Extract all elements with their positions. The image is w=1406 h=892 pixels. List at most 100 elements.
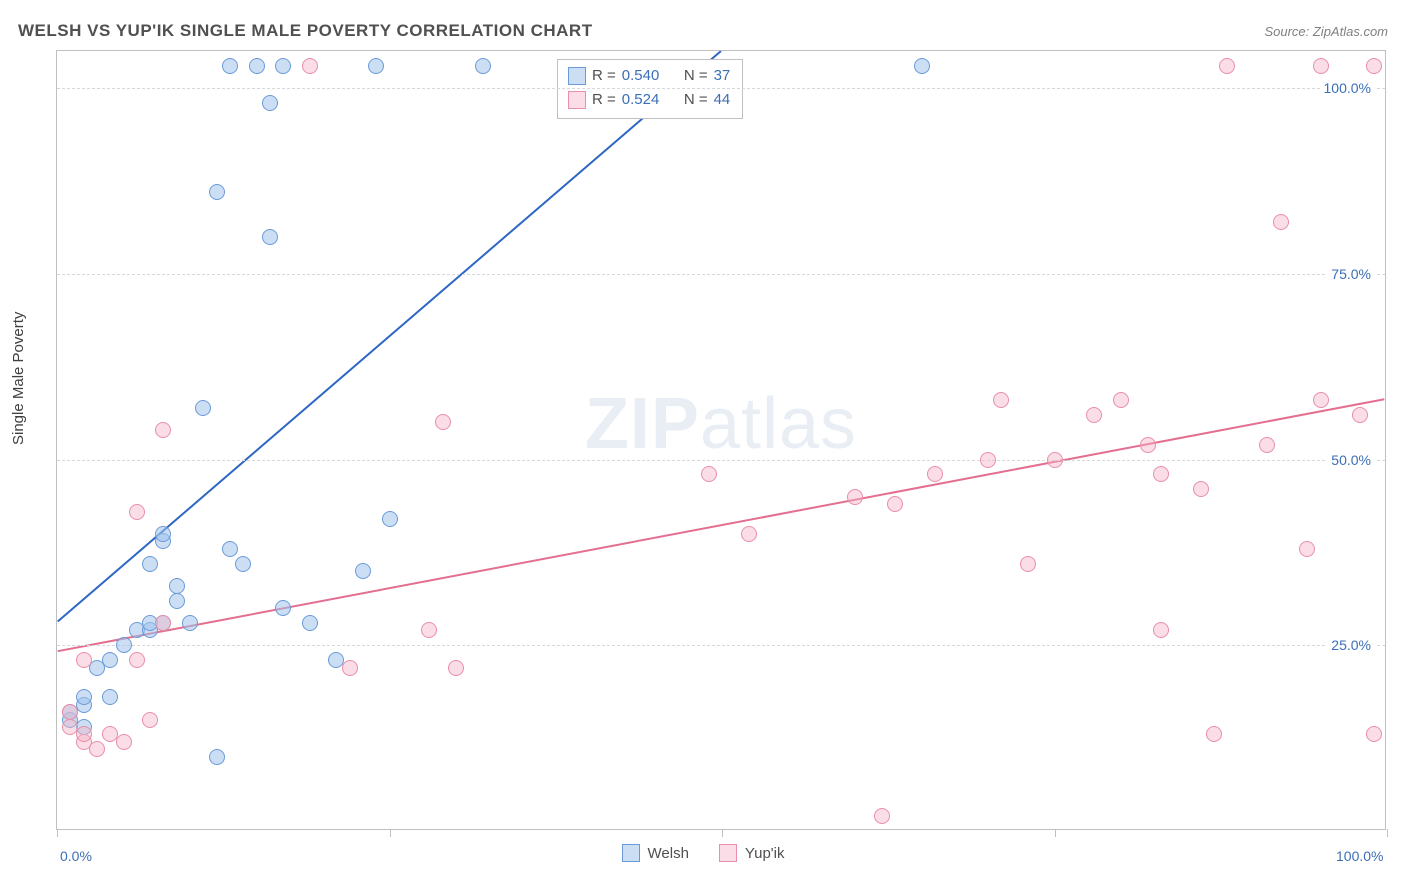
x-tick <box>1387 829 1388 837</box>
scatter-point <box>222 541 238 557</box>
scatter-point <box>302 615 318 631</box>
scatter-point <box>102 652 118 668</box>
scatter-point <box>275 58 291 74</box>
x-tick-label: 0.0% <box>60 848 92 864</box>
gridline <box>57 460 1385 461</box>
scatter-point <box>741 526 757 542</box>
scatter-point <box>887 496 903 512</box>
trend-line <box>58 399 1385 651</box>
legend-n-value: 37 <box>714 64 731 88</box>
scatter-point <box>993 392 1009 408</box>
legend-series-item: Yup'ik <box>719 844 785 862</box>
scatter-point <box>1153 466 1169 482</box>
scatter-point <box>142 556 158 572</box>
y-tick-label: 25.0% <box>1327 637 1375 653</box>
x-tick <box>390 829 391 837</box>
scatter-point <box>701 466 717 482</box>
scatter-point <box>874 808 890 824</box>
scatter-point <box>249 58 265 74</box>
scatter-point <box>1206 726 1222 742</box>
scatter-point <box>116 637 132 653</box>
scatter-point <box>1352 407 1368 423</box>
legend-swatch <box>622 844 640 862</box>
trend-lines-layer <box>57 51 1385 829</box>
legend-series-name: Yup'ik <box>745 845 785 862</box>
scatter-point <box>927 466 943 482</box>
scatter-point <box>1020 556 1036 572</box>
gridline <box>57 88 1385 89</box>
legend-r-value: 0.540 <box>622 64 660 88</box>
legend-n-label: N = <box>684 88 708 112</box>
scatter-point <box>62 704 78 720</box>
scatter-point <box>102 689 118 705</box>
scatter-point <box>914 58 930 74</box>
scatter-point <box>475 58 491 74</box>
scatter-point <box>1153 622 1169 638</box>
scatter-point <box>89 741 105 757</box>
scatter-point <box>169 578 185 594</box>
scatter-point <box>421 622 437 638</box>
y-tick-label: 50.0% <box>1327 452 1375 468</box>
scatter-point <box>76 726 92 742</box>
scatter-point <box>129 652 145 668</box>
source-attribution: Source: ZipAtlas.com <box>1264 24 1388 39</box>
legend-series-name: Welsh <box>648 845 689 862</box>
series-legend: Welsh Yup'ik <box>0 844 1406 862</box>
scatter-point <box>448 660 464 676</box>
scatter-point <box>275 600 291 616</box>
y-tick-label: 100.0% <box>1320 80 1375 96</box>
legend-r-value: 0.524 <box>622 88 660 112</box>
scatter-point <box>142 712 158 728</box>
legend-swatch <box>719 844 737 862</box>
scatter-point <box>209 749 225 765</box>
legend-r-label: R = <box>592 64 616 88</box>
legend-stat-row: R = 0.540 N = 37 <box>568 64 730 88</box>
scatter-point <box>1086 407 1102 423</box>
scatter-point <box>169 593 185 609</box>
scatter-point <box>209 184 225 200</box>
scatter-point <box>262 229 278 245</box>
gridline <box>57 645 1385 646</box>
x-tick-label: 100.0% <box>1336 848 1383 864</box>
x-tick <box>722 829 723 837</box>
scatter-point <box>262 95 278 111</box>
gridline <box>57 274 1385 275</box>
scatter-point <box>302 58 318 74</box>
scatter-point <box>155 526 171 542</box>
scatter-point <box>1259 437 1275 453</box>
legend-series-item: Welsh <box>622 844 689 862</box>
scatter-point <box>382 511 398 527</box>
scatter-point <box>1366 726 1382 742</box>
scatter-point <box>116 734 132 750</box>
y-axis-label: Single Male Poverty <box>10 312 27 445</box>
scatter-point <box>1047 452 1063 468</box>
scatter-point <box>1193 481 1209 497</box>
legend-n-value: 44 <box>714 88 731 112</box>
scatter-point <box>195 400 211 416</box>
x-tick <box>1055 829 1056 837</box>
scatter-point <box>235 556 251 572</box>
watermark-rest: atlas <box>700 384 857 464</box>
scatter-point <box>155 615 171 631</box>
legend-r-label: R = <box>592 88 616 112</box>
scatter-point <box>1313 392 1329 408</box>
scatter-point <box>1273 214 1289 230</box>
legend-stat-row: R = 0.524 N = 44 <box>568 88 730 112</box>
scatter-point <box>1299 541 1315 557</box>
watermark-bold: ZIP <box>585 384 700 464</box>
scatter-point <box>980 452 996 468</box>
scatter-point <box>182 615 198 631</box>
scatter-point <box>355 563 371 579</box>
scatter-point <box>1140 437 1156 453</box>
scatter-point <box>1366 58 1382 74</box>
scatter-point <box>76 652 92 668</box>
legend-swatch <box>568 91 586 109</box>
scatter-point <box>129 504 145 520</box>
scatter-point <box>847 489 863 505</box>
watermark: ZIPatlas <box>585 383 857 465</box>
scatter-point <box>368 58 384 74</box>
scatter-point <box>435 414 451 430</box>
scatter-point <box>1219 58 1235 74</box>
scatter-point <box>76 689 92 705</box>
scatter-plot-area: ZIPatlas R = 0.540 N = 37 R = 0.524 N = … <box>56 50 1386 830</box>
